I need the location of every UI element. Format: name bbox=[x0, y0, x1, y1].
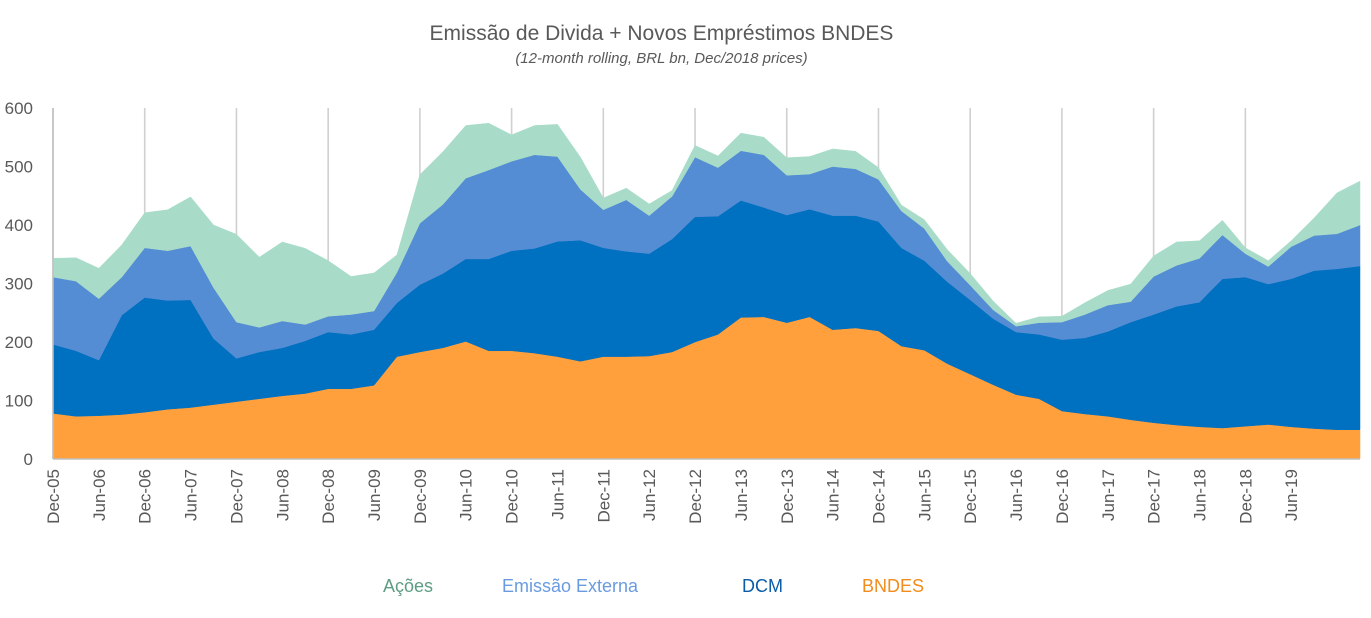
x-tick-label: Jun-16 bbox=[1007, 469, 1026, 521]
x-tick-label: Jun-10 bbox=[457, 469, 476, 521]
x-tick-label: Dec-10 bbox=[503, 469, 522, 524]
chart-title: Emissão de Divida + Novos Empréstimos BN… bbox=[429, 22, 894, 45]
x-tick-label: Dec-08 bbox=[319, 469, 338, 524]
y-tick-label: 0 bbox=[24, 450, 33, 469]
x-tick-label: Jun-09 bbox=[365, 469, 384, 521]
chart-subtitle: (12-month rolling, BRL bn, Dec/2018 pric… bbox=[515, 50, 808, 67]
x-tick-label: Jun-08 bbox=[273, 469, 292, 521]
y-tick-label: 300 bbox=[5, 275, 33, 294]
legend-item-emiss-o-externa: Emissão Externa bbox=[502, 576, 639, 596]
x-tick-label: Jun-14 bbox=[824, 469, 843, 521]
plot-areas bbox=[52, 122, 1361, 460]
x-tick-label: Jun-17 bbox=[1099, 469, 1118, 521]
x-tick-label: Dec-05 bbox=[44, 469, 63, 524]
legend-item-bndes: BNDES bbox=[862, 576, 925, 596]
y-tick-label: 100 bbox=[5, 392, 33, 411]
y-tick-label: 500 bbox=[5, 158, 33, 177]
x-tick-label: Dec-11 bbox=[594, 469, 613, 523]
x-tick-label: Jun-07 bbox=[182, 469, 201, 521]
x-tick-label: Jun-06 bbox=[90, 469, 109, 521]
legend: Ações Emissão Externa DCM BNDES bbox=[0, 576, 1371, 600]
x-tick-label: Jun-12 bbox=[640, 469, 659, 521]
x-tick-label: Jun-11 bbox=[548, 469, 567, 520]
x-tick-label: Jun-13 bbox=[732, 469, 751, 521]
x-tick-label: Dec-17 bbox=[1145, 469, 1164, 524]
y-tick-label: 600 bbox=[5, 99, 33, 118]
x-tick-label: Dec-14 bbox=[869, 469, 888, 524]
x-tick-label: Jun-18 bbox=[1190, 469, 1209, 521]
x-tick-label: Dec-07 bbox=[227, 469, 246, 524]
x-axis-ticks: Dec-05 Jun-06 Dec-06 Jun-07 Dec-07 Jun-08 Dec-… bbox=[44, 469, 1301, 524]
chart-canvas: 0 100 200 300 400 500 600 Dec-05 Jun-06 Dec-06 Ju… bbox=[5, 99, 1361, 524]
x-tick-label: Dec-06 bbox=[136, 469, 155, 524]
x-tick-label: Dec-13 bbox=[778, 469, 797, 524]
x-tick-label: Jun-15 bbox=[915, 469, 934, 521]
x-tick-label: Jun-19 bbox=[1282, 469, 1301, 521]
y-tick-label: 400 bbox=[5, 216, 33, 235]
x-tick-label: Dec-16 bbox=[1053, 469, 1072, 524]
y-tick-label: 200 bbox=[5, 333, 33, 352]
x-tick-label: Dec-18 bbox=[1236, 469, 1255, 524]
x-tick-label: Dec-09 bbox=[411, 469, 430, 524]
y-axis-ticks: 0 100 200 300 400 500 600 bbox=[5, 99, 33, 469]
legend-item-dcm: DCM bbox=[742, 576, 783, 596]
axes bbox=[52, 108, 1360, 460]
x-tick-label: Dec-15 bbox=[961, 469, 980, 524]
legend-item-a-es: Ações bbox=[383, 576, 434, 596]
x-tick-label: Dec-12 bbox=[686, 469, 705, 524]
series-area-a-es bbox=[52, 122, 1361, 328]
